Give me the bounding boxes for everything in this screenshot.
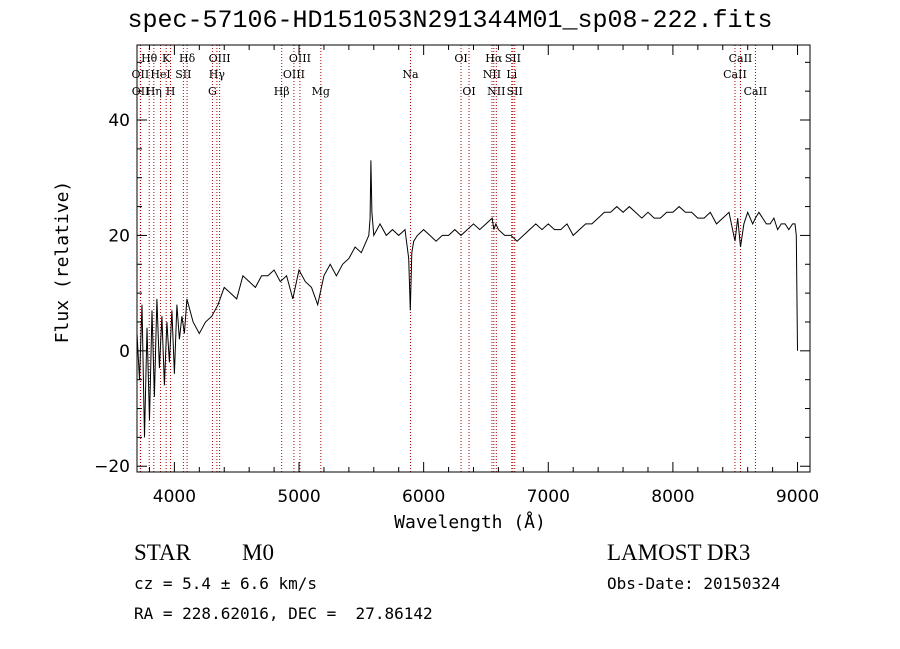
line-label: OIII xyxy=(283,68,305,81)
line-label: Mg xyxy=(312,85,330,98)
line-label: SII xyxy=(507,85,523,98)
y-tick-label: 0 xyxy=(119,342,130,362)
line-label: NII xyxy=(483,68,501,81)
line-label: Li xyxy=(506,68,517,81)
line-label: Hη xyxy=(146,85,162,98)
line-label: H xyxy=(166,85,176,98)
y-axis-label: Flux (relative) xyxy=(52,181,73,344)
line-markers xyxy=(139,45,756,472)
line-label: SII xyxy=(175,68,191,81)
redshift-info: cz = 5.4 ± 6.6 km/s xyxy=(134,574,318,593)
line-label: G xyxy=(208,85,217,98)
line-label: OIII xyxy=(289,52,311,65)
line-label: CaII xyxy=(744,85,768,98)
y-axis: −20 0 20 40 xyxy=(94,61,810,477)
line-label: OI xyxy=(454,52,467,65)
chart-title: spec-57106-HD151053N291344M01_sp08-222.f… xyxy=(127,6,773,35)
line-label: OII xyxy=(132,68,150,81)
line-label: Hα xyxy=(485,52,503,65)
x-tick-label: 8000 xyxy=(651,487,694,507)
survey-name: LAMOST DR3 xyxy=(607,540,751,565)
plot-frame xyxy=(136,44,811,473)
line-label: OIII xyxy=(209,52,231,65)
line-label: OI xyxy=(462,85,475,98)
line-label: Hβ xyxy=(274,85,290,98)
line-label: K xyxy=(162,52,171,65)
y-tick-label: −20 xyxy=(94,457,130,477)
x-tick-label: 4000 xyxy=(153,487,196,507)
object-subclass: M0 xyxy=(242,540,274,565)
line-label: SII xyxy=(505,52,521,65)
line-label: Na xyxy=(402,68,419,81)
y-tick-label: 20 xyxy=(108,226,130,246)
obs-date: Obs-Date: 20150324 xyxy=(607,574,781,593)
y-tick-label: 40 xyxy=(108,111,130,131)
x-axis: 4000 5000 6000 7000 8000 9000 xyxy=(148,45,819,507)
line-labels: OIIOIIHθHηHeIKHSIIHδGHγOIIIHβOIIIOIIIMgN… xyxy=(132,52,768,98)
line-label: CaII xyxy=(723,68,747,81)
line-label: HeI xyxy=(150,68,170,81)
x-axis-label: Wavelength (Å) xyxy=(394,511,546,533)
x-tick-label: 9000 xyxy=(776,487,819,507)
line-label: Hγ xyxy=(209,68,226,81)
object-class: STAR xyxy=(134,540,191,565)
line-label: NII xyxy=(487,85,505,98)
x-tick-label: 5000 xyxy=(277,487,320,507)
flux-line xyxy=(136,160,798,438)
x-tick-label: 6000 xyxy=(402,487,445,507)
coordinates: RA = 228.62016, DEC = 27.86142 xyxy=(134,604,433,623)
line-label: Hθ xyxy=(141,52,158,65)
x-tick-label: 7000 xyxy=(527,487,570,507)
line-label: Hδ xyxy=(179,52,196,65)
line-label: CaII xyxy=(729,52,753,65)
